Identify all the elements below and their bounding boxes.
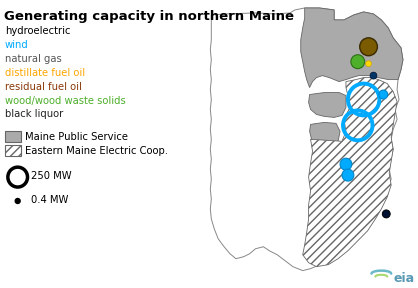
Text: Eastern Maine Electric Coop.: Eastern Maine Electric Coop. bbox=[25, 146, 168, 156]
Text: Maine Public Service: Maine Public Service bbox=[25, 132, 127, 142]
Text: eia: eia bbox=[393, 272, 414, 285]
Polygon shape bbox=[303, 77, 397, 267]
Circle shape bbox=[379, 90, 388, 99]
Text: distillate fuel oil: distillate fuel oil bbox=[5, 68, 85, 78]
Text: wind: wind bbox=[5, 40, 29, 50]
Bar bbox=[5, 145, 20, 156]
Polygon shape bbox=[210, 8, 403, 271]
Circle shape bbox=[351, 55, 364, 69]
Circle shape bbox=[15, 198, 20, 203]
Polygon shape bbox=[308, 92, 346, 118]
Polygon shape bbox=[310, 122, 340, 145]
Polygon shape bbox=[301, 8, 403, 88]
Text: 250 MW: 250 MW bbox=[31, 171, 72, 181]
Text: residual fuel oil: residual fuel oil bbox=[5, 82, 82, 92]
Text: Generating capacity in northern Maine: Generating capacity in northern Maine bbox=[4, 10, 294, 23]
Circle shape bbox=[340, 158, 352, 170]
Text: 0.4 MW: 0.4 MW bbox=[31, 195, 69, 205]
Text: natural gas: natural gas bbox=[5, 54, 62, 64]
Bar bbox=[5, 131, 20, 142]
Text: wood/wood waste solids: wood/wood waste solids bbox=[5, 96, 126, 105]
Circle shape bbox=[342, 169, 354, 181]
Circle shape bbox=[370, 72, 377, 79]
Text: black liquor: black liquor bbox=[5, 109, 63, 120]
Circle shape bbox=[382, 210, 390, 218]
Text: hydroelectric: hydroelectric bbox=[5, 26, 70, 36]
Circle shape bbox=[366, 61, 372, 67]
Circle shape bbox=[360, 38, 377, 56]
